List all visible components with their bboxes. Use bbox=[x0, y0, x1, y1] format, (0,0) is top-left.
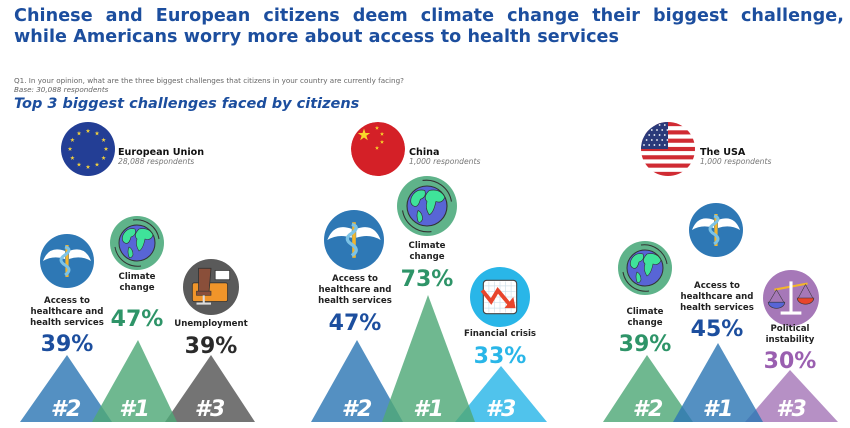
challenge-label: Access to bbox=[44, 296, 90, 306]
globe-icon bbox=[397, 176, 457, 236]
challenge-percent: 39% bbox=[619, 332, 672, 357]
challenge-label: Access to bbox=[332, 274, 378, 284]
challenge-percent: 47% bbox=[111, 307, 164, 332]
challenge-label: Financial crisis bbox=[464, 329, 536, 339]
region-respondents-china: 1,000 respondents bbox=[409, 157, 481, 166]
challenge-label: health services bbox=[318, 296, 392, 306]
challenge-label: health services bbox=[680, 303, 754, 313]
rank-label: #2 bbox=[51, 397, 82, 422]
title-line-2: while Americans worry more about access … bbox=[14, 27, 620, 47]
challenge-label: change bbox=[409, 252, 444, 262]
challenge-percent: 39% bbox=[41, 332, 94, 357]
challenge-label: healthcare and bbox=[31, 307, 104, 317]
challenge-percent: 33% bbox=[474, 344, 527, 369]
rank-label: #3 bbox=[776, 397, 807, 422]
challenge-label: instability bbox=[766, 335, 815, 345]
section-subtitle: Top 3 biggest challenges faced by citize… bbox=[14, 96, 360, 112]
rank-triangle-financial bbox=[455, 366, 547, 422]
challenge-label: healthcare and bbox=[319, 285, 392, 295]
caduceus-icon bbox=[40, 234, 94, 288]
rank-label: #3 bbox=[486, 397, 517, 422]
region-respondents-eu: 28,088 respondents bbox=[118, 157, 195, 166]
rank-triangle-health bbox=[673, 343, 763, 422]
globe-icon bbox=[110, 216, 164, 270]
scales-icon bbox=[763, 270, 819, 326]
page-title: Chinese and European citizens deem clima… bbox=[14, 6, 844, 48]
challenge-label: Political bbox=[771, 324, 810, 334]
eu-flag-icon bbox=[61, 122, 115, 176]
region-name-usa: The USA bbox=[700, 147, 746, 158]
challenge-label: Climate bbox=[119, 272, 156, 282]
rank-label: #2 bbox=[633, 397, 664, 422]
challenge-label: change bbox=[627, 318, 662, 328]
challenge-percent: 47% bbox=[329, 311, 382, 336]
rank-triangle-climate bbox=[382, 295, 475, 422]
challenge-percent: 45% bbox=[691, 317, 744, 342]
challenge-label: Climate bbox=[627, 307, 664, 317]
rank-label: #1 bbox=[413, 397, 444, 422]
rank-triangle-climate bbox=[603, 355, 693, 422]
globe-icon bbox=[618, 241, 672, 295]
challenge-label: Unemployment bbox=[174, 319, 248, 329]
challenge-label: change bbox=[119, 283, 154, 293]
region-respondents-usa: 1,000 respondents bbox=[700, 157, 772, 166]
rank-triangle-unemployment bbox=[165, 355, 255, 422]
survey-base: Base: 30,088 respondents bbox=[14, 85, 109, 94]
rank-triangle-health bbox=[311, 340, 403, 422]
caduceus-icon bbox=[324, 210, 384, 270]
rank-label: #2 bbox=[342, 397, 373, 422]
rank-label: #1 bbox=[119, 397, 150, 422]
caduceus-icon bbox=[689, 203, 743, 257]
falling-chart-icon bbox=[470, 267, 530, 327]
usa-flag-icon bbox=[641, 122, 695, 176]
challenge-percent: 39% bbox=[185, 334, 238, 359]
office-chair-icon bbox=[183, 259, 239, 315]
challenge-percent: 73% bbox=[401, 267, 454, 292]
challenge-label: Access to bbox=[694, 281, 740, 291]
challenge-percent: 30% bbox=[764, 349, 817, 374]
region-name-eu: European Union bbox=[118, 147, 205, 158]
china-flag-icon bbox=[351, 122, 405, 176]
challenge-label: Climate bbox=[409, 241, 446, 251]
title-line-1: Chinese and European citizens deem clima… bbox=[14, 6, 844, 26]
rank-triangle-political bbox=[745, 370, 838, 422]
region-name-china: China bbox=[409, 147, 440, 158]
rank-label: #3 bbox=[195, 397, 226, 422]
rank-triangle-health bbox=[20, 355, 112, 422]
challenge-label: health services bbox=[30, 318, 104, 328]
rank-label: #1 bbox=[703, 397, 734, 422]
survey-question: Q1. In your opinion, what are the three … bbox=[14, 76, 404, 85]
challenge-label: healthcare and bbox=[681, 292, 754, 302]
rank-triangle-climate bbox=[92, 340, 177, 422]
